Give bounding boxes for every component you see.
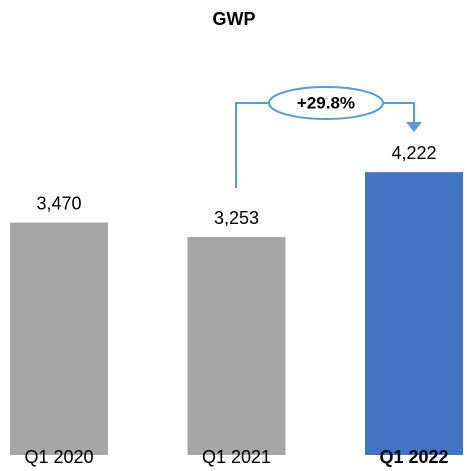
value-label: 3,470 [36, 193, 81, 213]
bar [365, 172, 463, 455]
x-tick-label: Q1 2022 [379, 447, 448, 467]
chart-title: GWP [213, 9, 256, 29]
annotation: +29.8% [297, 93, 355, 112]
annotation-ellipse [268, 86, 384, 120]
value-label: 4,222 [391, 143, 436, 163]
value-label: 3,253 [214, 208, 259, 228]
x-tick-label: Q1 2020 [24, 447, 93, 467]
x-tick-label: Q1 2021 [202, 447, 271, 467]
bar [187, 237, 286, 455]
arrow-head [406, 122, 422, 132]
bar [10, 222, 108, 455]
